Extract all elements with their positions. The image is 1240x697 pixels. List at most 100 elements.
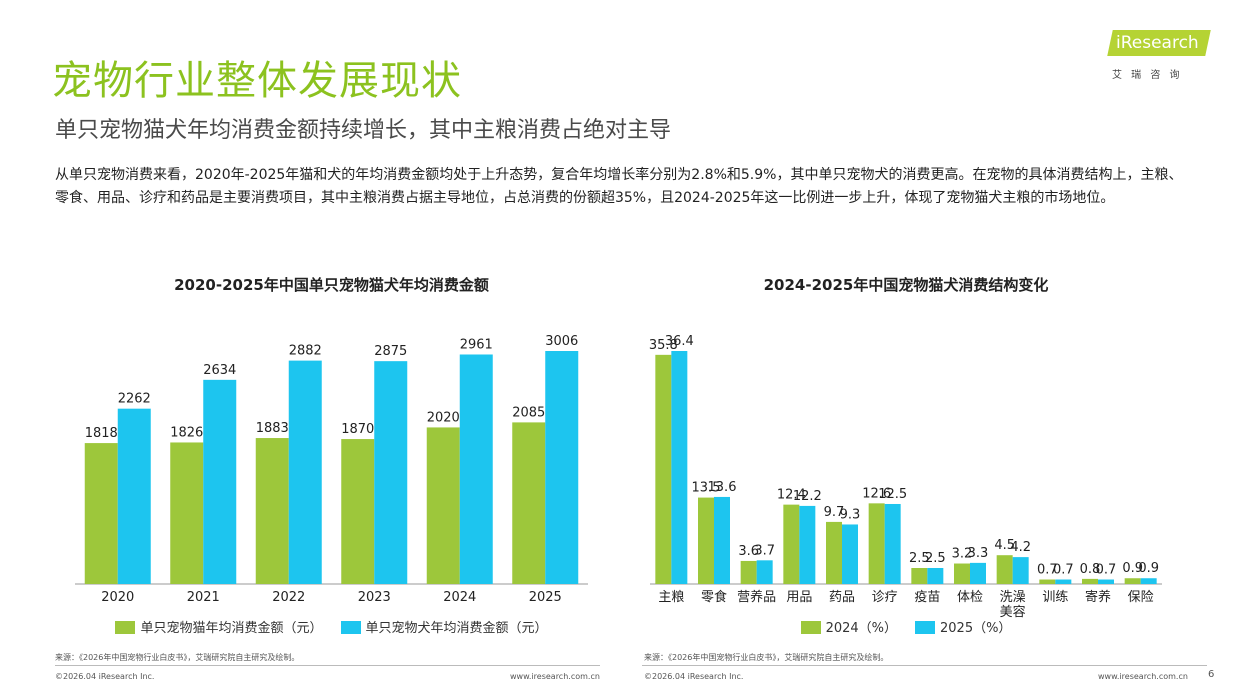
logo-brand: iResearch xyxy=(1116,33,1199,53)
value-label: 2262 xyxy=(118,392,151,407)
value-label: 3.6 xyxy=(738,544,759,559)
value-label: 4.5 xyxy=(994,538,1015,553)
bar xyxy=(799,505,816,584)
bar xyxy=(1055,579,1072,584)
bar xyxy=(341,439,375,584)
copyright: ©2026.04 iResearch Inc. xyxy=(644,672,744,681)
bar xyxy=(756,560,773,584)
value-label: 12.5 xyxy=(878,487,907,502)
bar xyxy=(545,351,579,584)
value-label: 0.7 xyxy=(1037,563,1058,578)
legend-label: 2025（%） xyxy=(940,621,1012,636)
value-label: 3.7 xyxy=(754,543,775,558)
bar xyxy=(954,563,970,584)
value-label: 0.7 xyxy=(1053,563,1074,578)
value-label: 1826 xyxy=(170,425,203,440)
bar xyxy=(203,379,237,584)
slide-title: 宠物行业整体发展现状 xyxy=(52,58,462,104)
legend-swatch xyxy=(115,621,136,634)
bar xyxy=(996,555,1013,584)
value-label: 2085 xyxy=(512,405,545,420)
x-tick-label: 寄养 xyxy=(1084,590,1111,605)
value-label: 12.6 xyxy=(862,486,891,501)
bar xyxy=(868,503,885,584)
value-label: 9.3 xyxy=(840,507,861,522)
legend: 单只宠物猫年均消费金额（元） 单只宠物犬年均消费金额（元） xyxy=(75,617,588,636)
bar xyxy=(970,562,986,584)
value-label: 3006 xyxy=(545,334,578,349)
legend-label: 单只宠物犬年均消费金额（元） xyxy=(365,621,548,636)
url: www.iresearch.com.cn xyxy=(1098,672,1188,681)
bar xyxy=(714,496,730,584)
bar xyxy=(117,408,151,584)
value-label: 2.5 xyxy=(925,551,946,566)
x-tick-label: 训练 xyxy=(1042,590,1069,605)
divider xyxy=(642,665,1207,666)
x-tick-label: 2024 xyxy=(443,590,477,605)
value-label: 0.7 xyxy=(1096,563,1117,578)
value-label: 2634 xyxy=(203,363,236,378)
x-tick-label: 诊疗 xyxy=(871,590,898,605)
body-text: 从单只宠物消费来看，2020年-2025年猫和犬的年均消费金额均处于上升态势，复… xyxy=(55,167,1183,206)
bar xyxy=(927,567,944,584)
url: www.iresearch.com.cn xyxy=(510,672,600,681)
bar xyxy=(783,504,800,584)
value-label: 2.5 xyxy=(909,551,930,566)
bar xyxy=(512,422,546,584)
x-tick-label: 体检 xyxy=(956,590,983,605)
divider xyxy=(55,665,600,666)
bar xyxy=(740,560,757,584)
x-tick-label: 2021 xyxy=(186,590,220,605)
bar xyxy=(671,351,688,584)
value-label: 9.7 xyxy=(824,505,845,520)
value-label: 13.5 xyxy=(692,481,721,496)
x-tick-label: 主粮 xyxy=(658,590,685,605)
value-label: 0.9 xyxy=(1122,561,1143,576)
bar xyxy=(170,442,204,584)
bar xyxy=(698,497,714,584)
bar xyxy=(826,521,842,584)
bar xyxy=(1012,557,1029,584)
x-tick-label: 洗澡 美容 xyxy=(999,590,1026,620)
value-label: 0.9 xyxy=(1138,561,1159,576)
legend-label: 2024（%） xyxy=(825,621,897,636)
copyright: ©2026.04 iResearch Inc. xyxy=(55,672,155,681)
legend-item: 单只宠物猫年均消费金额（元） xyxy=(115,617,323,636)
chart-title: 2020-2025年中国单只宠物猫犬年均消费金额 xyxy=(174,276,489,294)
bar xyxy=(84,443,118,584)
bar xyxy=(655,354,672,584)
value-label: 1883 xyxy=(256,421,289,436)
bar xyxy=(426,427,460,584)
legend-label: 单只宠物猫年均消费金额（元） xyxy=(140,621,323,636)
chart-title: 2024-2025年中国宠物猫犬消费结构变化 xyxy=(763,276,1049,294)
legend-swatch xyxy=(915,621,935,634)
value-label: 36.4 xyxy=(665,334,694,349)
bar xyxy=(884,503,901,584)
legend-item: 2024（%） xyxy=(800,617,897,636)
value-label: 3.2 xyxy=(952,547,973,562)
source-note: 来源：《2026年中国宠物行业白皮书》，艾瑞研究院自主研究及绘制。 xyxy=(55,653,300,662)
bar xyxy=(459,354,493,584)
bar xyxy=(842,524,858,584)
legend-item: 2025（%） xyxy=(915,617,1011,636)
value-label: 1818 xyxy=(85,426,118,441)
x-tick-label: 2023 xyxy=(357,590,391,605)
bar xyxy=(911,567,928,584)
x-tick-label: 用品 xyxy=(786,590,813,605)
bar xyxy=(1124,578,1141,584)
x-tick-label: 2020 xyxy=(101,590,135,605)
value-label: 2882 xyxy=(289,344,322,359)
bar xyxy=(374,361,408,584)
x-tick-label: 2022 xyxy=(272,590,306,605)
value-label: 12.4 xyxy=(777,488,806,503)
bar xyxy=(1082,578,1098,584)
bar xyxy=(288,360,322,584)
value-label: 35.8 xyxy=(649,338,678,353)
x-tick-label: 保险 xyxy=(1127,590,1154,605)
legend-item: 单只宠物犬年均消费金额（元） xyxy=(340,617,548,636)
value-label: 1870 xyxy=(341,422,374,437)
legend-swatch xyxy=(340,621,361,634)
x-tick-label: 2025 xyxy=(528,590,562,605)
bar xyxy=(1140,578,1157,584)
